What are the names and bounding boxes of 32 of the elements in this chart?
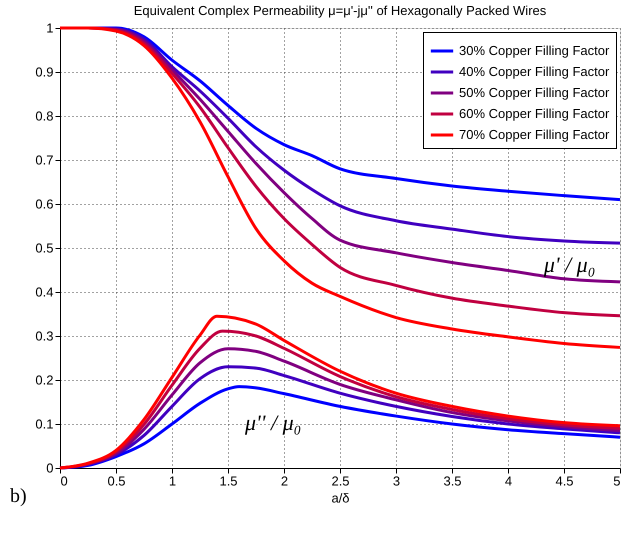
y-tick-label: 0 [46, 460, 54, 476]
legend-label: 60% Copper Filling Factor [459, 106, 610, 121]
y-tick-label: 0.3 [35, 328, 54, 344]
legend-label: 50% Copper Filling Factor [459, 85, 610, 100]
x-tick-label: 0 [60, 474, 68, 488]
y-tick-label: 0.1 [35, 416, 54, 432]
y-tick-label: 0.9 [35, 64, 54, 80]
y-tick-label: 0.4 [35, 284, 54, 300]
x-tick-label: 3.5 [443, 474, 462, 488]
x-tick-label: 0.5 [107, 474, 126, 488]
legend-label: 70% Copper Filling Factor [459, 127, 610, 142]
x-tick-label: 1 [168, 474, 176, 488]
legend-label: 40% Copper Filling Factor [459, 64, 610, 79]
annotation: μ' / μ₀ [542, 252, 596, 277]
y-tick-label: 0.5 [35, 240, 54, 256]
chart-title: Equivalent Complex Permeability μ=μ'-jμ'' of Hexagonally Packed Wires [134, 3, 547, 18]
x-tick-label: 2.5 [331, 474, 350, 488]
x-tick-label: 4.5 [555, 474, 574, 488]
y-tick-label: 0.6 [35, 196, 54, 212]
annotation: μ'' / μ₀ [244, 410, 302, 435]
x-tick-label: 5 [613, 474, 620, 488]
text: b) [10, 485, 27, 507]
x-tick-label: 1.5 [219, 474, 238, 488]
y-tick-label: 0.7 [35, 152, 54, 168]
x-tick-label: 3 [392, 474, 400, 488]
legend-label: 30% Copper Filling Factor [459, 43, 610, 58]
x-tick-label: 4 [504, 474, 512, 488]
y-tick-label: 0.2 [35, 372, 54, 388]
x-tick-label: 2 [280, 474, 288, 488]
y-tick-label: 1 [46, 20, 54, 36]
y-tick-label: 0.8 [35, 108, 54, 124]
x-axis-title: a/δ [331, 490, 350, 506]
